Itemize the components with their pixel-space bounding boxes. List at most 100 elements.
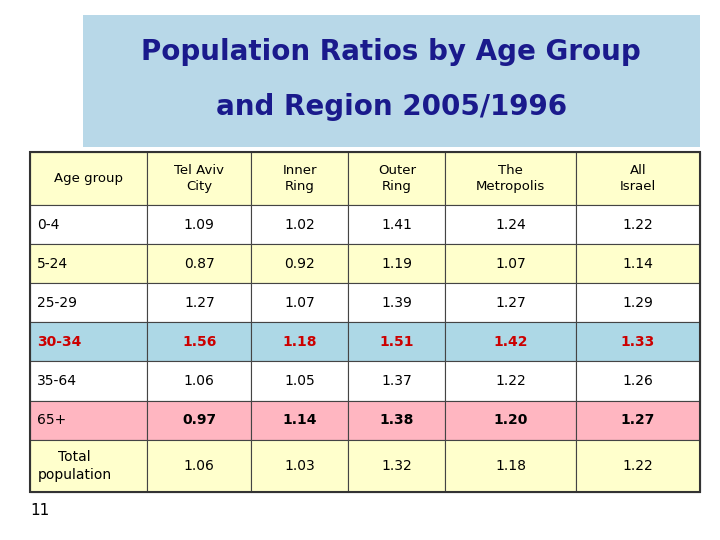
Bar	[576, 284, 700, 322]
Bar	[148, 361, 251, 401]
Bar	[446, 440, 576, 492]
Bar	[576, 440, 700, 492]
Bar	[30, 322, 148, 361]
Bar	[348, 322, 446, 361]
Bar	[576, 205, 700, 244]
Bar	[348, 284, 446, 322]
Text: 11: 11	[30, 503, 50, 518]
Bar	[251, 152, 348, 205]
Bar	[83, 15, 700, 147]
Bar	[30, 205, 148, 244]
Text: 1.26: 1.26	[623, 374, 653, 388]
Text: Tel Aviv
City: Tel Aviv City	[174, 164, 225, 193]
Text: The
Metropolis: The Metropolis	[476, 164, 545, 193]
Text: 5-24: 5-24	[37, 256, 68, 271]
Bar	[446, 322, 576, 361]
Bar	[576, 244, 700, 284]
Text: 35-64: 35-64	[37, 374, 77, 388]
Bar	[446, 361, 576, 401]
Text: 1.42: 1.42	[493, 335, 528, 349]
Text: 1.32: 1.32	[382, 459, 413, 473]
Bar	[348, 440, 446, 492]
Text: 1.38: 1.38	[379, 413, 414, 427]
Text: 1.24: 1.24	[495, 218, 526, 232]
Text: All
Israel: All Israel	[620, 164, 656, 193]
Text: 25-29: 25-29	[37, 296, 77, 310]
Text: 1.39: 1.39	[382, 296, 413, 310]
Bar	[148, 152, 251, 205]
Bar	[348, 205, 446, 244]
Bar	[251, 284, 348, 322]
Text: Population Ratios by Age Group: Population Ratios by Age Group	[141, 38, 642, 66]
Bar	[348, 152, 446, 205]
Text: 1.18: 1.18	[495, 459, 526, 473]
Bar	[348, 361, 446, 401]
Text: 1.37: 1.37	[382, 374, 413, 388]
Bar	[30, 440, 148, 492]
Text: Total
population: Total population	[37, 450, 112, 482]
Text: 1.22: 1.22	[623, 218, 653, 232]
Bar	[251, 205, 348, 244]
Text: 30-34: 30-34	[37, 335, 81, 349]
Bar	[251, 361, 348, 401]
Bar	[30, 361, 148, 401]
Bar	[251, 401, 348, 440]
Text: 1.06: 1.06	[184, 374, 215, 388]
Bar	[148, 205, 251, 244]
Text: 1.19: 1.19	[382, 256, 413, 271]
Bar	[446, 205, 576, 244]
Text: 0.92: 0.92	[284, 256, 315, 271]
Text: 1.27: 1.27	[621, 413, 655, 427]
Bar	[576, 152, 700, 205]
Text: 0.87: 0.87	[184, 256, 215, 271]
Bar	[148, 322, 251, 361]
Text: 1.02: 1.02	[284, 218, 315, 232]
Text: 1.27: 1.27	[184, 296, 215, 310]
Text: 1.14: 1.14	[623, 256, 653, 271]
Bar	[446, 401, 576, 440]
Text: Inner
Ring: Inner Ring	[282, 164, 317, 193]
Bar	[576, 361, 700, 401]
Text: 1.22: 1.22	[623, 459, 653, 473]
Bar	[30, 244, 148, 284]
Text: 1.20: 1.20	[493, 413, 528, 427]
Bar	[251, 244, 348, 284]
Text: 1.41: 1.41	[382, 218, 413, 232]
Text: 1.09: 1.09	[184, 218, 215, 232]
Bar	[30, 401, 148, 440]
Text: 1.18: 1.18	[282, 335, 317, 349]
Bar	[576, 401, 700, 440]
Text: Age group: Age group	[54, 172, 123, 185]
Text: 1.33: 1.33	[621, 335, 655, 349]
Text: 1.51: 1.51	[379, 335, 414, 349]
Bar	[576, 322, 700, 361]
Text: 1.56: 1.56	[182, 335, 217, 349]
Text: 1.14: 1.14	[282, 413, 317, 427]
Text: 0.97: 0.97	[182, 413, 217, 427]
Bar	[446, 244, 576, 284]
Text: 1.29: 1.29	[623, 296, 653, 310]
Bar	[348, 244, 446, 284]
Bar	[30, 152, 700, 492]
Text: 1.07: 1.07	[495, 256, 526, 271]
Text: and Region 2005/1996: and Region 2005/1996	[216, 93, 567, 122]
Text: 1.07: 1.07	[284, 296, 315, 310]
Bar	[446, 152, 576, 205]
Bar	[348, 401, 446, 440]
Bar	[148, 284, 251, 322]
Text: 1.22: 1.22	[495, 374, 526, 388]
Bar	[446, 284, 576, 322]
Text: 1.27: 1.27	[495, 296, 526, 310]
Bar	[251, 322, 348, 361]
Text: Outer
Ring: Outer Ring	[378, 164, 416, 193]
Bar	[30, 284, 148, 322]
Text: 1.03: 1.03	[284, 459, 315, 473]
Bar	[148, 440, 251, 492]
Text: 0-4: 0-4	[37, 218, 60, 232]
Bar	[148, 244, 251, 284]
Bar	[148, 401, 251, 440]
Text: 65+: 65+	[37, 413, 66, 427]
Text: 1.06: 1.06	[184, 459, 215, 473]
Bar	[251, 440, 348, 492]
Text: 1.05: 1.05	[284, 374, 315, 388]
